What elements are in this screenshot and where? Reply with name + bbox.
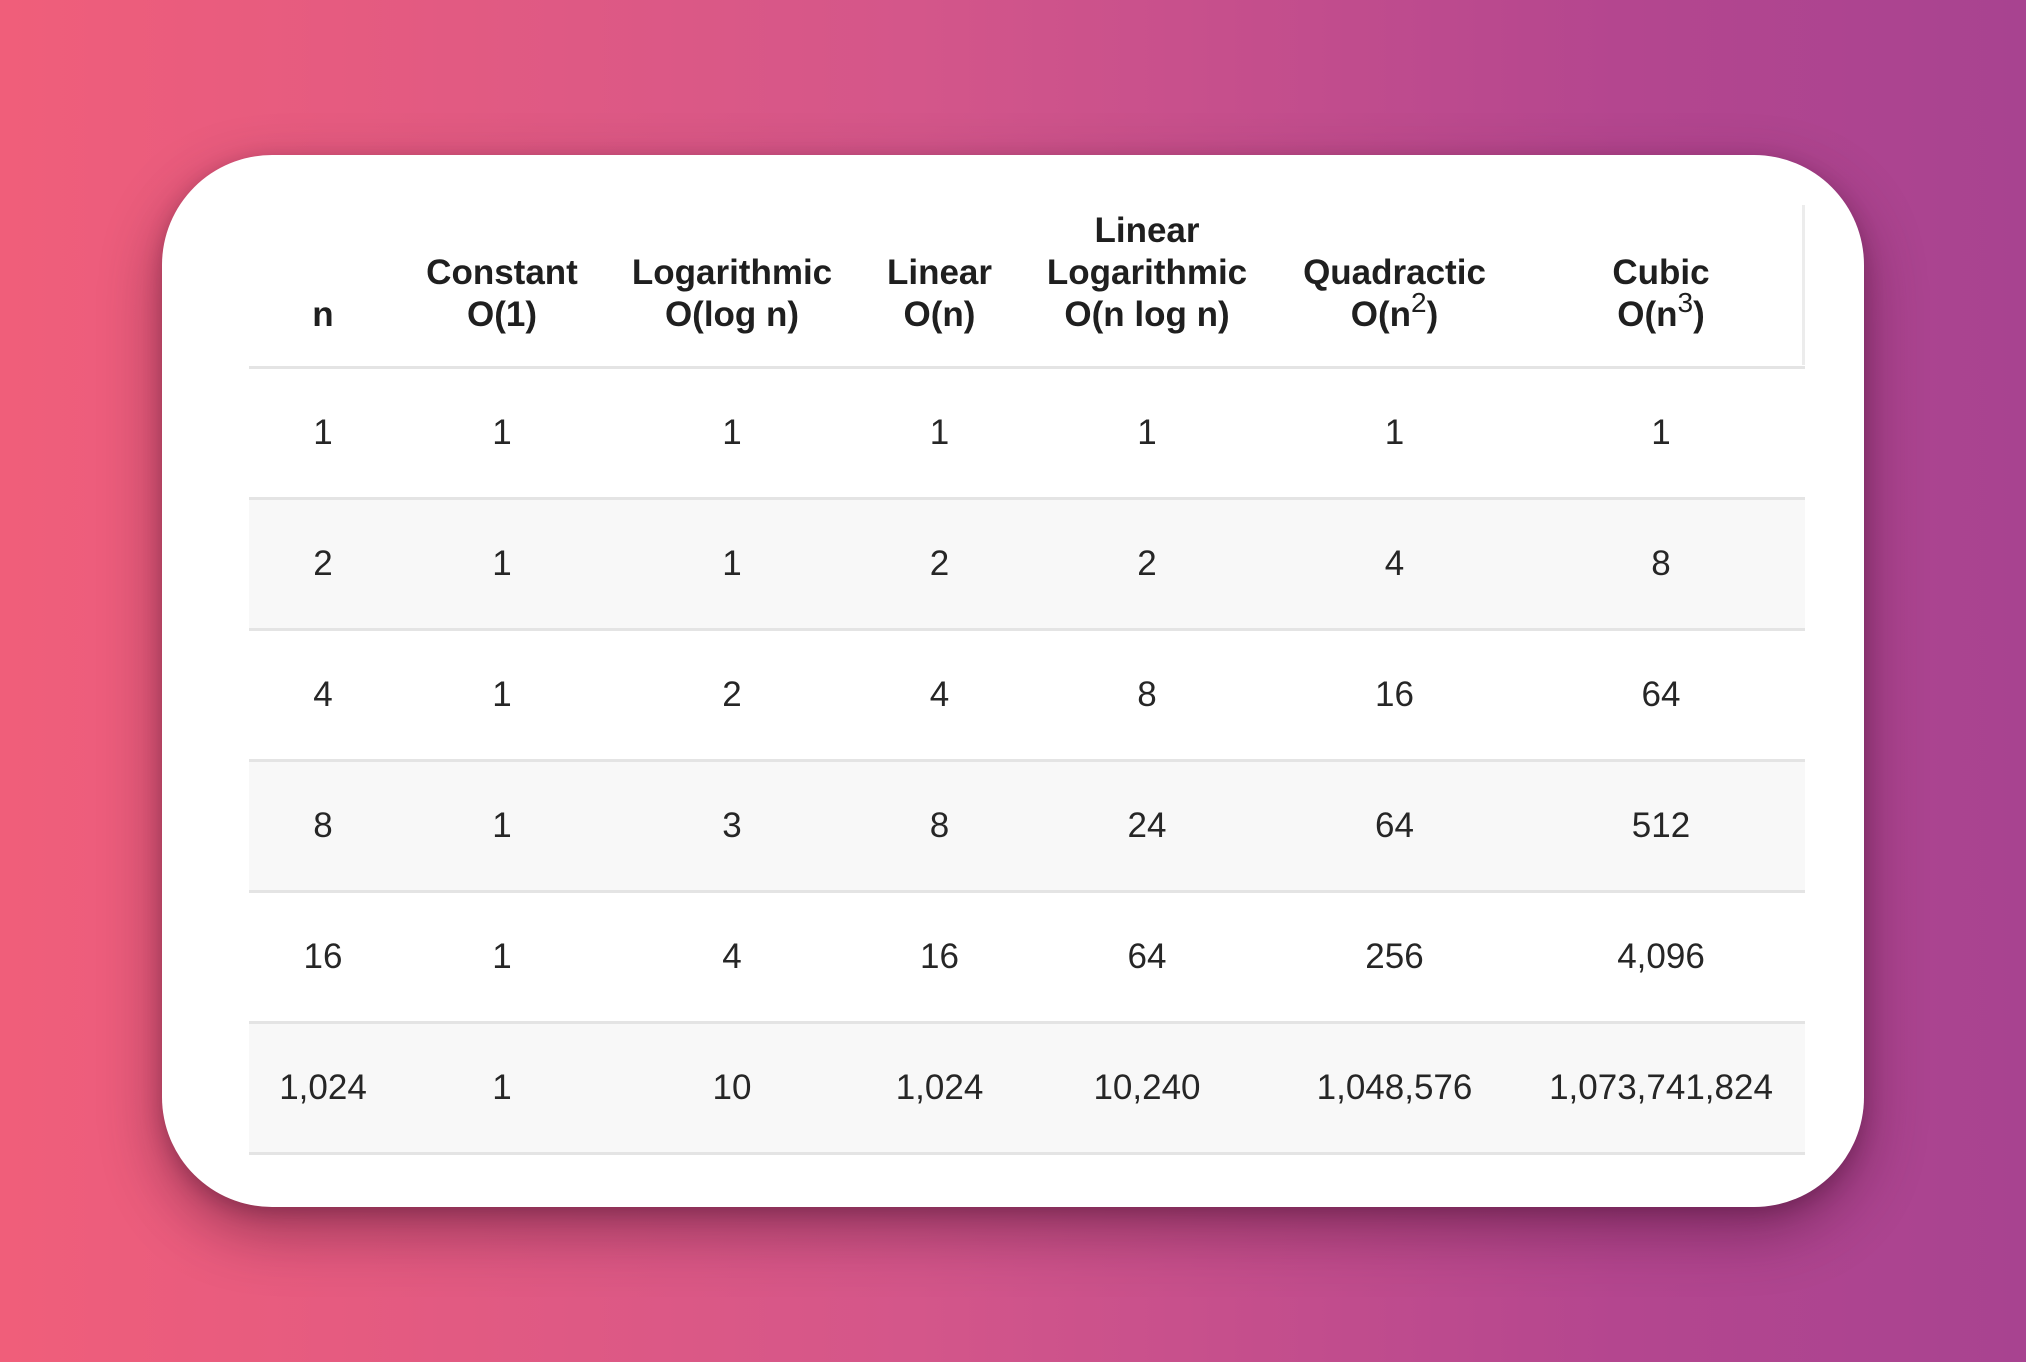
- table-cell: 1: [929, 412, 950, 452]
- table-cell: 256: [1365, 936, 1424, 976]
- table-row: 2 1 1 2 2 4 8: [249, 498, 1805, 629]
- table-cell: 2: [722, 674, 742, 714]
- table-cell: 8: [1651, 543, 1671, 583]
- header-linear: Linear O(n): [886, 252, 993, 334]
- table-cell: 8: [313, 805, 333, 845]
- table-cell: 4,096: [1617, 936, 1705, 976]
- header-linear-logarithmic: Linear Logarithmic O(n log n): [1046, 210, 1248, 334]
- table-cell: 24: [1127, 805, 1167, 845]
- header-logarithmic: Logarithmic O(log n): [631, 252, 833, 334]
- table-cell: 4: [313, 674, 333, 714]
- header-quadratic: Quadractic O(n2): [1303, 252, 1486, 334]
- table-cell: 8: [1137, 674, 1157, 714]
- table-cell: 3: [722, 805, 742, 845]
- table-cell: 1: [492, 936, 512, 976]
- header-right-border: [1802, 205, 1805, 365]
- table-cell: 10,240: [1093, 1067, 1201, 1107]
- table-cell: 1: [492, 543, 512, 583]
- table-cell: 1: [492, 805, 512, 845]
- table-cell: 64: [1127, 936, 1167, 976]
- table-cell: 1: [722, 543, 742, 583]
- table-cell: 1: [492, 674, 512, 714]
- table-cell: 16: [920, 936, 959, 976]
- table-cell: 4: [1384, 543, 1405, 583]
- table-cell: 1,073,741,824: [1549, 1067, 1773, 1107]
- table-row: 1,024 1 10 1,024 10,240 1,048,576 1,073,…: [249, 1022, 1805, 1153]
- table-cell: 64: [1375, 805, 1414, 845]
- table-cell: 1: [1137, 412, 1157, 452]
- table-cell: 1: [492, 412, 512, 452]
- table-cell: 1: [1384, 412, 1405, 452]
- table-cell: 10: [712, 1067, 752, 1107]
- table-row: 1 1 1 1 1 1 1: [249, 367, 1805, 498]
- table-cell: 2: [1137, 543, 1157, 583]
- table-cell: 4: [722, 936, 742, 976]
- exponent-3: 3: [1677, 286, 1694, 318]
- table-row: 16 1 4 16 64 256 4,096: [249, 891, 1805, 1022]
- table-cell: 8: [929, 805, 950, 845]
- table-cell: 2: [313, 543, 333, 583]
- exponent-2: 2: [1411, 286, 1427, 318]
- table-cell: 4: [929, 674, 950, 714]
- table-card: n Constant O(1) Logarithmic O(log n) Lin…: [162, 155, 1864, 1207]
- table-cell: 16: [303, 936, 343, 976]
- table-cell: 1,024: [895, 1067, 984, 1107]
- table-cell: 1,048,576: [1316, 1067, 1473, 1107]
- table-cell: 1: [722, 412, 742, 452]
- header-cubic: Cubic O(n3): [1612, 252, 1710, 334]
- table-cell: 64: [1641, 674, 1681, 714]
- table-cell: 1: [313, 412, 333, 452]
- complexity-table: n Constant O(1) Logarithmic O(log n) Lin…: [249, 205, 1805, 1155]
- table-cell: 512: [1631, 805, 1691, 845]
- header-n: n: [312, 294, 334, 334]
- table-row: 4 1 2 4 8 16 64: [249, 629, 1805, 760]
- table-cell: 1,024: [279, 1067, 367, 1107]
- table-cell: 1: [1651, 412, 1671, 452]
- table-cell: 16: [1375, 674, 1414, 714]
- table-cell: 2: [929, 543, 950, 583]
- header-constant: Constant O(1): [426, 252, 578, 334]
- header-row: n Constant O(1) Logarithmic O(log n) Lin…: [249, 205, 1805, 367]
- table-cell: 1: [492, 1067, 512, 1107]
- table-row: 8 1 3 8 24 64 512: [249, 760, 1805, 891]
- table-container: n Constant O(1) Logarithmic O(log n) Lin…: [249, 205, 1805, 1155]
